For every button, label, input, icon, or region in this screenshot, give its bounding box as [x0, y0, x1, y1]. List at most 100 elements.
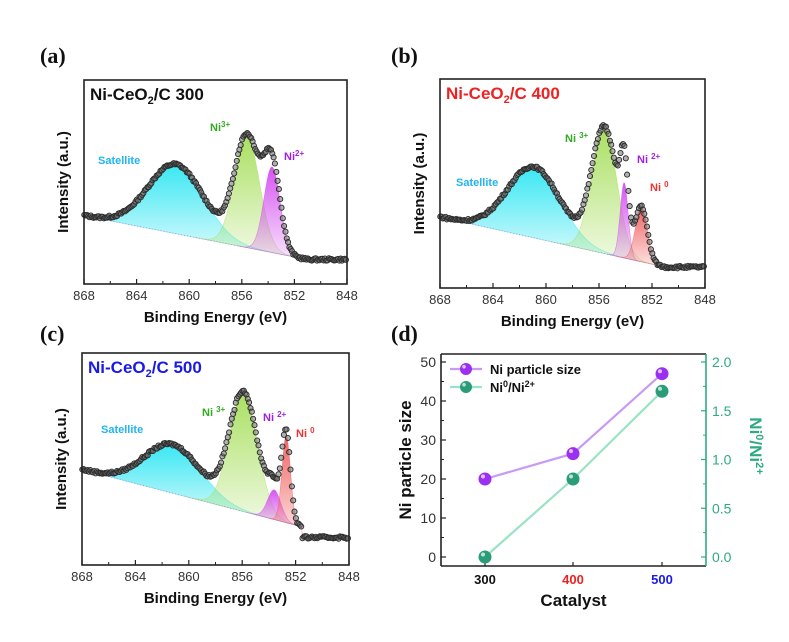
peak-label-ni2-plus: Ni 2+	[263, 410, 287, 424]
data-point	[251, 422, 258, 429]
background-line	[439, 216, 666, 268]
data-point	[274, 177, 281, 184]
panel-letter-a: (a)	[40, 43, 66, 68]
data-point	[292, 515, 299, 522]
data-point	[246, 399, 253, 406]
y2-tick-label: 1.5	[712, 403, 732, 419]
data-point	[590, 152, 598, 160]
data-point	[276, 465, 283, 472]
panel-letter-b: (b)	[391, 43, 418, 68]
data-point	[248, 408, 255, 415]
data-marker	[655, 367, 669, 381]
data-point	[646, 238, 653, 245]
peak-label-ni3-plus: Ni3+	[210, 120, 230, 134]
data-marker	[478, 472, 492, 486]
series-particle-size	[478, 367, 669, 486]
data-marker	[566, 447, 580, 461]
y2-axis-title: Ni0/Ni2+	[746, 417, 765, 474]
data-point	[586, 173, 594, 180]
data-point	[255, 442, 262, 449]
y-axis-title: Ni particle size	[396, 400, 415, 519]
x-axis-title: Binding Energy (eV)	[144, 590, 287, 607]
data-point	[270, 154, 277, 161]
data-point	[588, 166, 595, 174]
category-label-500: 500	[651, 572, 673, 587]
data-point	[608, 141, 615, 148]
data-point	[256, 449, 263, 456]
data-point	[585, 181, 592, 188]
legend-marker	[460, 381, 472, 393]
data-point	[275, 186, 282, 193]
x-tick-label: 856	[231, 569, 253, 584]
data-point	[578, 206, 586, 213]
x-tick-label: 852	[285, 569, 307, 584]
y-tick-label: 40	[420, 393, 436, 409]
data-point	[633, 214, 640, 221]
x-tick-label: 864	[482, 292, 504, 307]
y2-tick-label: 0.5	[712, 500, 732, 516]
y-tick-label: 30	[420, 432, 436, 448]
data-point	[589, 160, 596, 167]
data-point	[592, 145, 599, 152]
data-point	[298, 523, 305, 530]
data-point	[641, 210, 648, 217]
y2-tick-label: 2.0	[712, 354, 732, 370]
marker-highlight	[658, 386, 662, 391]
xps-panel-b: 868 864 860 856 852 848 Binding Energy (eV) Int…	[411, 78, 716, 330]
x-tick-label: 852	[284, 288, 306, 303]
x-tick-label: 848	[338, 569, 360, 584]
legend-entry: Ni particle size	[450, 362, 581, 377]
x-tick-label: 860	[178, 288, 200, 303]
data-point	[254, 437, 261, 444]
data-marker	[655, 384, 669, 398]
marker-highlight	[569, 474, 573, 479]
data-point	[229, 175, 236, 182]
sample-title: Ni-CeO2/C 400	[446, 84, 560, 106]
data-point	[614, 162, 621, 169]
component-ni0	[616, 207, 666, 268]
data-point	[225, 190, 232, 197]
data-point	[231, 170, 238, 177]
y-tick-label: 10	[420, 510, 436, 526]
data-marker	[478, 550, 492, 564]
peak-label-ni2-plus: Ni2+	[284, 149, 304, 163]
data-point	[252, 429, 259, 436]
background-line	[81, 469, 303, 528]
y-axis-title: Intensity (a.u.)	[53, 408, 70, 510]
marker-highlight	[481, 552, 485, 557]
category-label-300: 300	[474, 572, 496, 587]
data-point	[605, 130, 612, 137]
x-tick-label: 868	[73, 288, 95, 303]
line-panel-d: 0 10 20 30 40 50 0.0 0.5 1.0 1.5 2.0 300 400 500 Catal…	[396, 353, 765, 610]
x-tick-label: 856	[231, 288, 253, 303]
peak-label-satellite: Satellite	[98, 155, 140, 167]
sample-title: Ni-CeO2/C 500	[88, 358, 202, 380]
legend-label: Ni0/Ni2+	[490, 379, 535, 395]
y-tick-label: 20	[420, 471, 436, 487]
data-point	[279, 443, 286, 450]
y-axis-title: Intensity (a.u.)	[411, 133, 428, 235]
data-point	[610, 154, 617, 161]
background-line	[83, 215, 308, 260]
peak-label-ni0: Ni 0	[650, 180, 669, 194]
x-tick-label: 856	[588, 292, 610, 307]
y-axis-title: Intensity (a.u.)	[55, 131, 72, 233]
peak-label-ni3-plus: Ni 3+	[565, 131, 589, 145]
marker-highlight	[462, 364, 466, 369]
data-point	[643, 223, 651, 230]
x-axis-title: Catalyst	[540, 591, 606, 610]
data-point	[226, 429, 233, 436]
data-point	[582, 192, 590, 199]
peak-label-satellite: Satellite	[456, 177, 498, 189]
y-tick-label: 50	[420, 354, 436, 370]
y2-tick-label: 0.0	[712, 549, 732, 565]
data-point	[277, 196, 284, 203]
plot-frame	[81, 352, 350, 566]
series-ni0-ni2-ratio	[478, 384, 669, 564]
x-tick-label: 864	[126, 288, 148, 303]
x-tick-label: 848	[336, 288, 358, 303]
data-point	[227, 421, 234, 428]
xps-panel-c: 868 864 860 856 852 848 Binding Energy (eV) Int…	[53, 352, 360, 607]
data-point	[278, 454, 285, 461]
data-point	[233, 157, 240, 164]
